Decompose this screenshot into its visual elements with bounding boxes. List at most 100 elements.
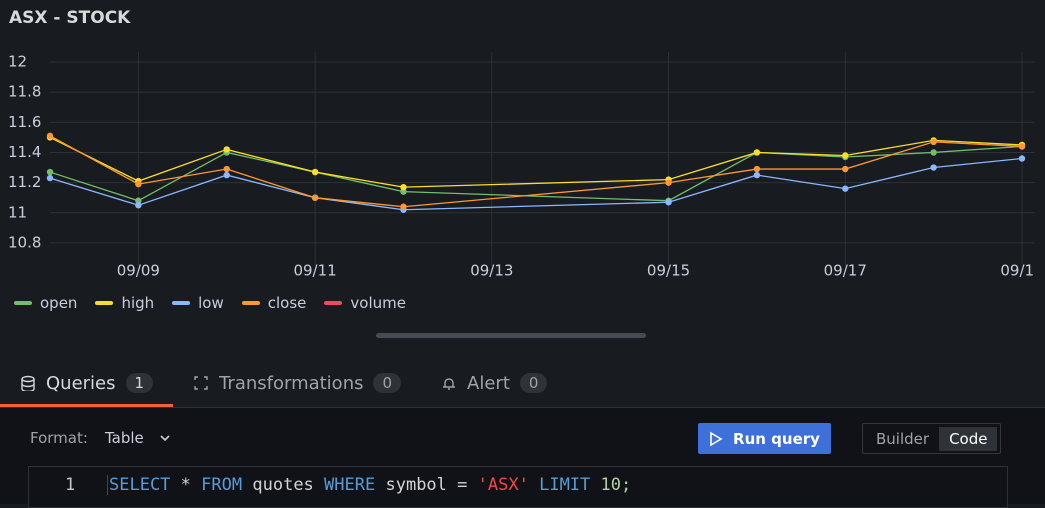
x-tick-label: 09/15: [647, 262, 690, 280]
code-mode[interactable]: Code: [939, 426, 998, 451]
tab-icon: [194, 376, 208, 390]
data-point: [223, 146, 230, 153]
code-token: 'ASX': [477, 475, 529, 495]
series-line: [49, 157, 1023, 211]
legend-label: open: [40, 294, 78, 312]
data-point: [400, 183, 407, 191]
data-point: [311, 168, 319, 176]
y-tick-label: 10.8: [8, 233, 41, 251]
legend-item[interactable]: high: [95, 294, 154, 312]
legend-item[interactable]: low: [172, 294, 224, 312]
tab-label: Queries: [46, 372, 116, 394]
data-point: [135, 197, 142, 204]
series-line: [49, 136, 1023, 188]
legend-item[interactable]: close: [241, 294, 307, 312]
data-point: [400, 188, 407, 195]
x-tick-label: 09/17: [824, 262, 867, 280]
tab-icon: [21, 375, 35, 391]
legend-swatch: [172, 301, 191, 305]
format-value: Table: [105, 429, 144, 447]
data-point: [842, 185, 849, 192]
x-tick-label: 09/11: [293, 262, 336, 280]
legend-swatch: [241, 301, 260, 305]
data-point: [842, 165, 849, 173]
format-label: Format:: [30, 429, 88, 447]
legend-label: close: [267, 294, 307, 312]
code-line: SELECT * FROM quotes WHERE symbol = 'ASX…: [107, 475, 631, 495]
tab-count: 1: [125, 373, 154, 393]
data-point: [135, 202, 142, 209]
tab[interactable]: Transformations 0: [173, 362, 421, 404]
y-tick-label: 11: [8, 203, 27, 221]
data-point: [46, 168, 54, 176]
tab[interactable]: Alert 0: [421, 362, 567, 404]
code-token: 10;: [600, 475, 632, 495]
data-point: [930, 164, 937, 171]
run-query-label: Run query: [733, 429, 820, 448]
series-line: [49, 145, 1023, 202]
legend-label: low: [198, 294, 224, 312]
chart: 10.8 11 11.2 11.4 11.6 11.8 12 09/09 09/11 09/13 0…: [8, 52, 1035, 280]
y-tick-label: 11.4: [8, 143, 41, 161]
code-token: symbol: [385, 475, 447, 495]
tabs: Queries 1 Transformations 0 Alert 0: [0, 362, 567, 407]
y-tick-label: 11.2: [8, 173, 41, 191]
y-tick-label: 12: [8, 53, 27, 71]
data-point: [46, 174, 54, 182]
play-icon: [710, 431, 723, 446]
tab-count: 0: [373, 373, 402, 393]
tab-label: Alert: [467, 372, 510, 394]
legend-label: high: [121, 294, 155, 312]
data-point: [135, 180, 142, 188]
data-point: [1018, 143, 1026, 150]
data-point: [1018, 155, 1026, 162]
code-token: quotes: [252, 475, 314, 495]
legend-swatch: [324, 301, 343, 305]
run-query-button[interactable]: Run query: [698, 423, 831, 454]
tab-count: 0: [519, 373, 548, 393]
data-point: [842, 152, 849, 159]
code-editor[interactable]: 1 SELECT * FROM quotes WHERE symbol = 'A…: [28, 466, 1008, 508]
data-point: [311, 194, 319, 201]
resize-handle[interactable]: [376, 333, 646, 338]
x-tick-label: 09/13: [470, 262, 513, 280]
data-point: [400, 203, 407, 210]
data-point: [930, 149, 937, 156]
data-point: [665, 199, 672, 206]
legend: open high low close volume: [14, 294, 406, 312]
y-tick-label: 11.6: [8, 113, 41, 131]
tab-icon: [443, 378, 456, 390]
legend-swatch: [14, 301, 32, 305]
data-point: [753, 149, 761, 156]
x-tick-label: 09/09: [117, 262, 160, 280]
code-token: *: [180, 475, 191, 495]
code-token: =: [457, 475, 468, 495]
data-point: [753, 171, 761, 179]
series-line: [49, 135, 1023, 208]
data-point: [753, 165, 761, 173]
code-token: LIMIT: [539, 475, 591, 495]
code-token: FROM: [201, 475, 243, 495]
mode-toggle: Builder Code: [862, 423, 1002, 454]
panel-title: ASX - STOCK: [9, 8, 131, 28]
data-point: [223, 165, 230, 173]
builder-mode[interactable]: Builder: [876, 429, 930, 448]
line-number: 1: [65, 475, 76, 495]
legend-label: volume: [350, 294, 406, 312]
legend-item[interactable]: open: [14, 294, 77, 312]
code-token: SELECT: [109, 475, 171, 495]
code-token: WHERE: [324, 475, 376, 495]
legend-swatch: [95, 301, 114, 305]
format-select[interactable]: Table: [105, 429, 171, 447]
data-point: [930, 138, 937, 146]
data-point: [665, 179, 672, 186]
x-tick-label: 09/19: [1000, 262, 1035, 280]
tab-label: Transformations: [219, 372, 364, 394]
chevron: [160, 435, 170, 442]
data-point: [223, 171, 230, 179]
separator: [0, 407, 1045, 408]
legend-item[interactable]: volume: [324, 294, 406, 312]
tab[interactable]: Queries 1: [0, 362, 174, 407]
y-tick-label: 11.8: [8, 83, 41, 101]
